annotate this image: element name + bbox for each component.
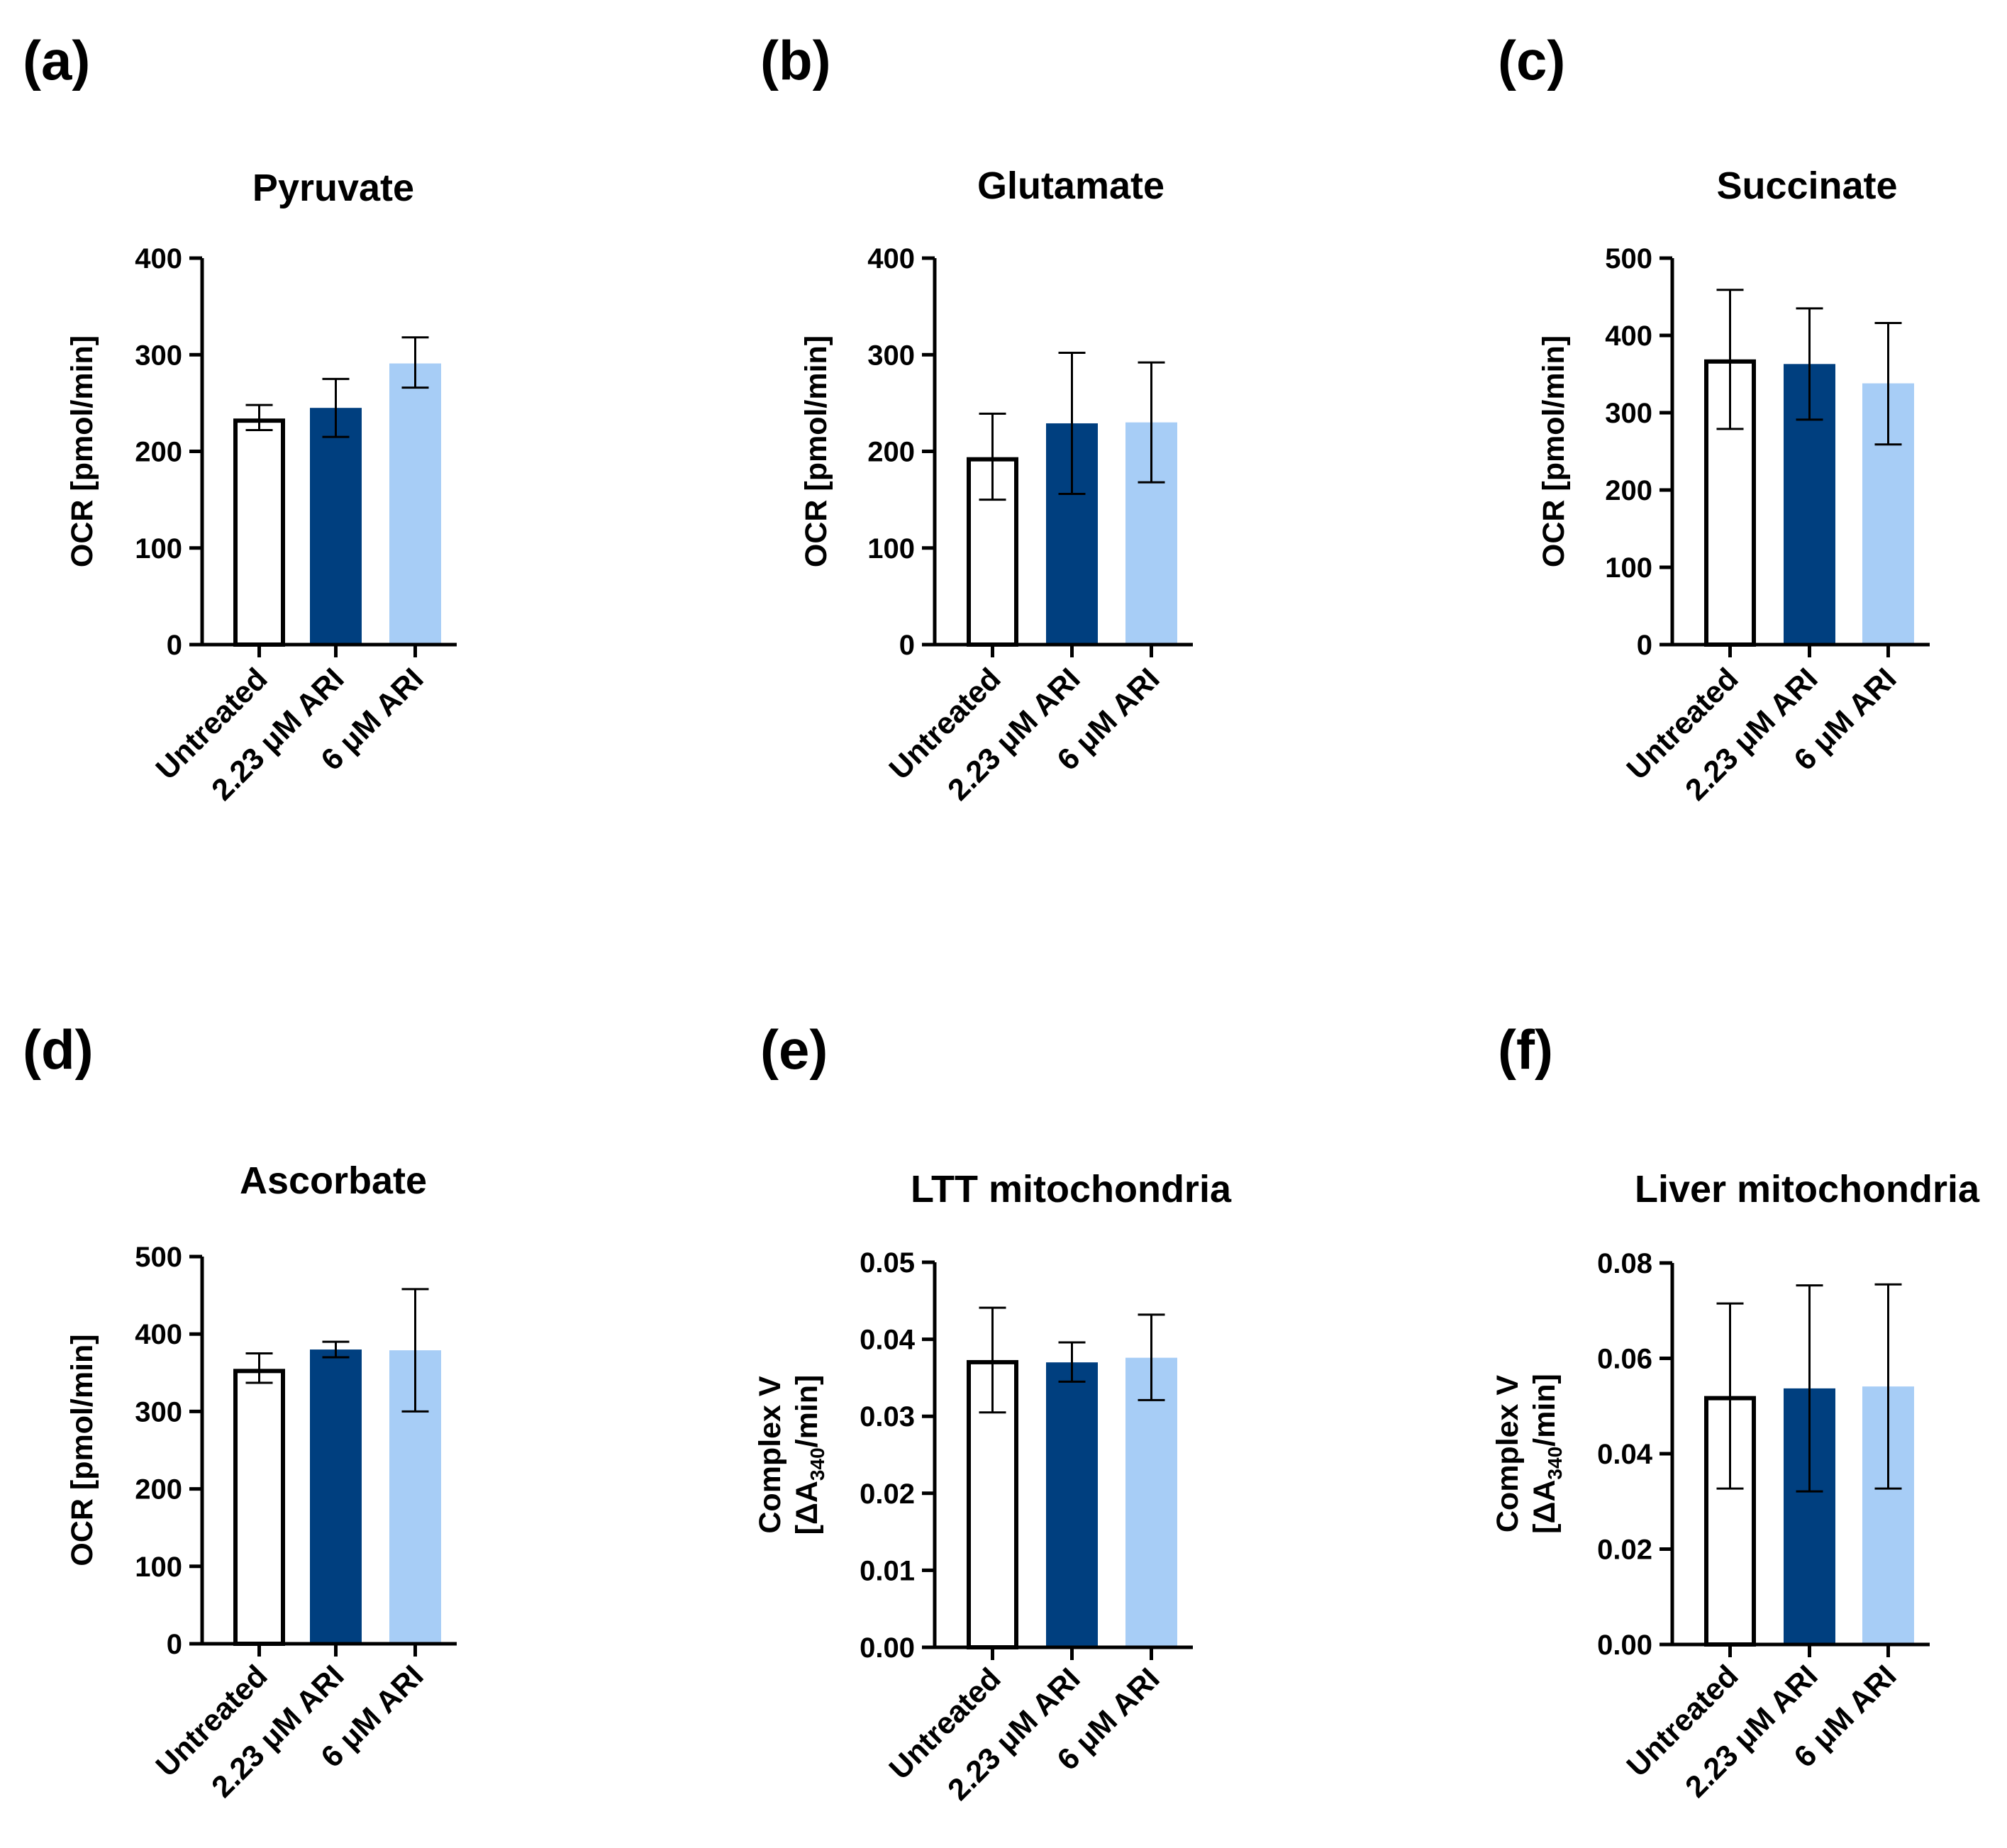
error-bar-ari-6um [401, 336, 429, 389]
y-tick-label: 0.03 [860, 1401, 915, 1432]
error-bar-ari-6um [1874, 1283, 1902, 1490]
y-tick-label: 100 [867, 533, 915, 564]
y-axis-label: OCR [pmol/min] [65, 335, 99, 567]
error-bar-ari-2-23um [322, 377, 350, 438]
error-bar-untreated [979, 412, 1006, 501]
bar-untreated [233, 1369, 285, 1646]
y-tick-label: 300 [135, 340, 182, 371]
y-axis-label-line2: [ΔA340/min] [1528, 1374, 1566, 1534]
x-tick-label-ari-2-23um: 2.23 μM ARI [205, 662, 350, 807]
y-tick-label: 400 [1605, 321, 1652, 352]
bar-ari-6um [389, 363, 441, 645]
chart-title: Liver mitochondria [1635, 1168, 1980, 1210]
y-tick-label: 200 [1605, 475, 1652, 506]
error-bar-ari-2-23um [322, 1340, 350, 1359]
y-tick-label: 300 [135, 1396, 182, 1427]
error-bar-ari-2-23um [1058, 1341, 1086, 1383]
y-tick-label: 400 [135, 1319, 182, 1350]
error-bar-ari-6um [401, 1288, 429, 1413]
y-axis-label-line1: Complex V [753, 1376, 787, 1534]
panel-letter: (a) [23, 29, 90, 91]
y-tick-label: 0.08 [1597, 1248, 1652, 1279]
error-bar-untreated [245, 403, 273, 432]
x-tick-label-ari-2-23um: 2.23 μM ARI [205, 1659, 350, 1804]
chart-title: Succinate [1716, 165, 1897, 207]
y-tick-label: 0.02 [1597, 1535, 1652, 1566]
y-tick-label: 100 [135, 1552, 182, 1583]
chart-title: LTT mitochondria [911, 1168, 1232, 1210]
y-tick-label: 100 [1605, 552, 1652, 584]
y-tick-label: 200 [135, 1474, 182, 1505]
y-tick-label: 0.00 [860, 1632, 915, 1664]
error-bar-ari-6um [1138, 1313, 1165, 1401]
y-tick-label: 0.04 [860, 1325, 916, 1356]
y-tick-label: 500 [1605, 243, 1652, 274]
y-tick-label: 400 [135, 243, 182, 274]
panel-letter: (e) [760, 1018, 828, 1081]
y-tick-label: 0 [1637, 630, 1652, 661]
error-bar-ari-6um [1138, 361, 1165, 484]
y-tick-label: 0.04 [1597, 1439, 1653, 1470]
chart-title: Ascorbate [240, 1159, 427, 1202]
y-axis-label: OCR [pmol/min] [799, 335, 833, 567]
bar-ari-2-23um [310, 408, 362, 645]
y-axis-label: OCR [pmol/min] [65, 1334, 99, 1566]
error-bar-ari-2-23um [1058, 352, 1086, 495]
chart-panel-3: (c)Succinate0100200300400500Untreated2.2… [1498, 29, 1930, 807]
bar-ari-6um [1125, 1357, 1177, 1647]
y-tick-label: 0.05 [860, 1247, 915, 1279]
error-bar-ari-6um [1874, 322, 1902, 446]
y-tick-label: 200 [135, 437, 182, 468]
bar-untreated [233, 418, 285, 647]
y-axis-label-line2: [ΔA340/min] [790, 1375, 828, 1535]
y-tick-label: 500 [135, 1242, 182, 1273]
chart-panel-5: (e) LTT mitochondria 0.00 0.01 0.02 0.03 0.04 0… [753, 1018, 1232, 1807]
y-tick-label: 300 [1605, 398, 1652, 429]
y-axis-label-line1: Complex V [1491, 1375, 1525, 1533]
chart-title: Pyruvate [252, 167, 414, 209]
error-bar-untreated [979, 1306, 1006, 1414]
panel-letter: (d) [23, 1018, 94, 1081]
error-bar-untreated [1716, 289, 1744, 430]
chart-panel-4: (d)Ascorbate0100200300400500Untreated2.2… [23, 1018, 457, 1804]
panel-letter: (f) [1498, 1018, 1553, 1081]
error-bar-ari-2-23um [1796, 1284, 1823, 1493]
y-axis-label: OCR [pmol/min] [1537, 335, 1571, 567]
error-bar-untreated [245, 1352, 273, 1384]
chart-panel-6: (f) Liver mitochondria 0.00 0.02 0.04 0.06 0.0… [1491, 1018, 1980, 1804]
y-tick-label: 400 [867, 243, 915, 274]
y-tick-label: 0 [167, 630, 182, 661]
bar-ari-2-23um [310, 1349, 362, 1644]
y-tick-label: 100 [135, 533, 182, 564]
y-tick-label: 0 [899, 630, 915, 661]
y-tick-label: 0.00 [1597, 1630, 1652, 1661]
y-tick-label: 300 [867, 340, 915, 371]
panel-letter: (c) [1498, 29, 1565, 91]
chart-title: Glutamate [977, 165, 1164, 207]
error-bar-untreated [1716, 1302, 1744, 1490]
y-tick-label: 0.01 [860, 1555, 915, 1586]
error-bar-ari-2-23um [1796, 307, 1823, 421]
y-tick-label: 0.02 [860, 1479, 915, 1510]
y-tick-label: 0.06 [1597, 1344, 1652, 1375]
y-tick-label: 0 [167, 1629, 182, 1660]
y-tick-label: 200 [867, 437, 915, 468]
panel-letter: (b) [760, 29, 831, 91]
bar-ari-2-23um [1046, 1362, 1098, 1647]
